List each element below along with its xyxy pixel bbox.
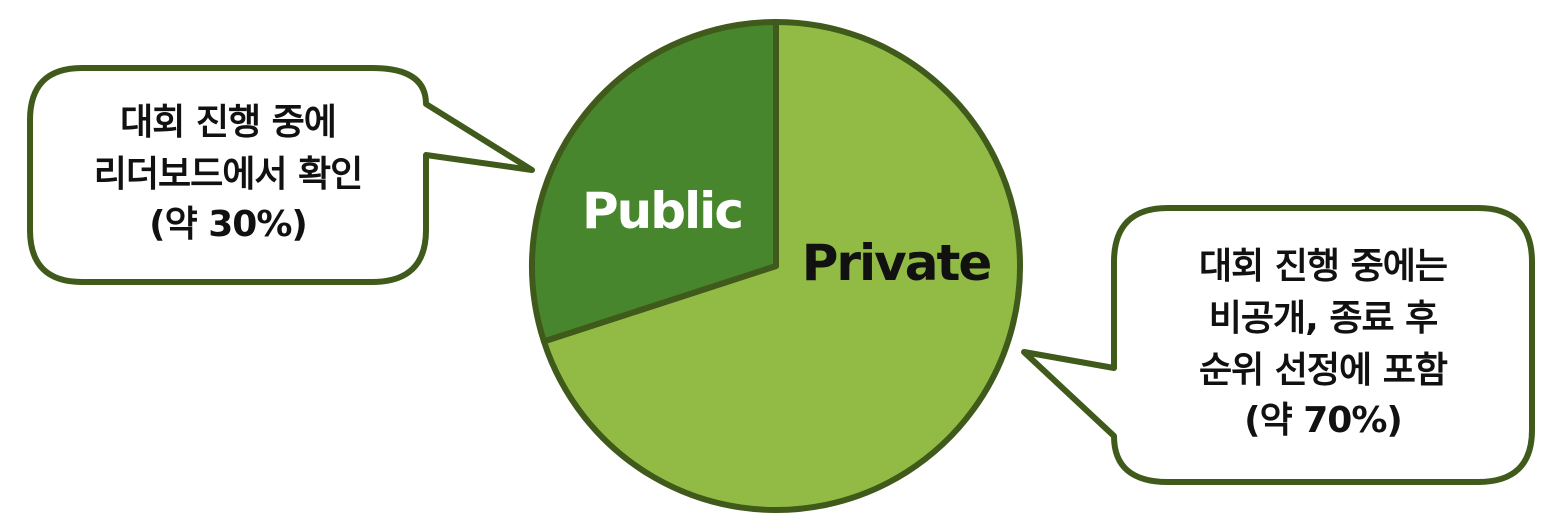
callout-public-bubble — [27, 65, 535, 285]
callout-private-line-4: (약 70%) — [1244, 400, 1402, 441]
callout-private-line-2: 비공개, 종료 후 — [1209, 298, 1437, 339]
callout-public: 대회 진행 중에 리더보드에서 확인 (약 30%) — [27, 65, 535, 285]
callout-private-line-1: 대회 진행 중에는 — [1199, 246, 1447, 287]
callout-public-line-2: 리더보드에서 확인 — [94, 154, 363, 195]
pie-slice-public — [528, 19, 779, 345]
callout-public-line-3: (약 30%) — [149, 204, 307, 245]
callout-private-line-3: 순위 선정에 포함 — [1199, 350, 1448, 391]
callout-private: 대회 진행 중에는 비공개, 종료 후 순위 선정에 포함 (약 70%) — [1021, 205, 1535, 485]
slice-label-private: Private — [802, 234, 991, 292]
callout-public-line-1: 대회 진행 중에 — [120, 102, 336, 143]
slice-label-public: Public — [582, 182, 742, 240]
callout-private-bubble — [1021, 205, 1535, 485]
pie-slice-private — [540, 19, 1023, 513]
pie-slices — [528, 19, 1023, 513]
